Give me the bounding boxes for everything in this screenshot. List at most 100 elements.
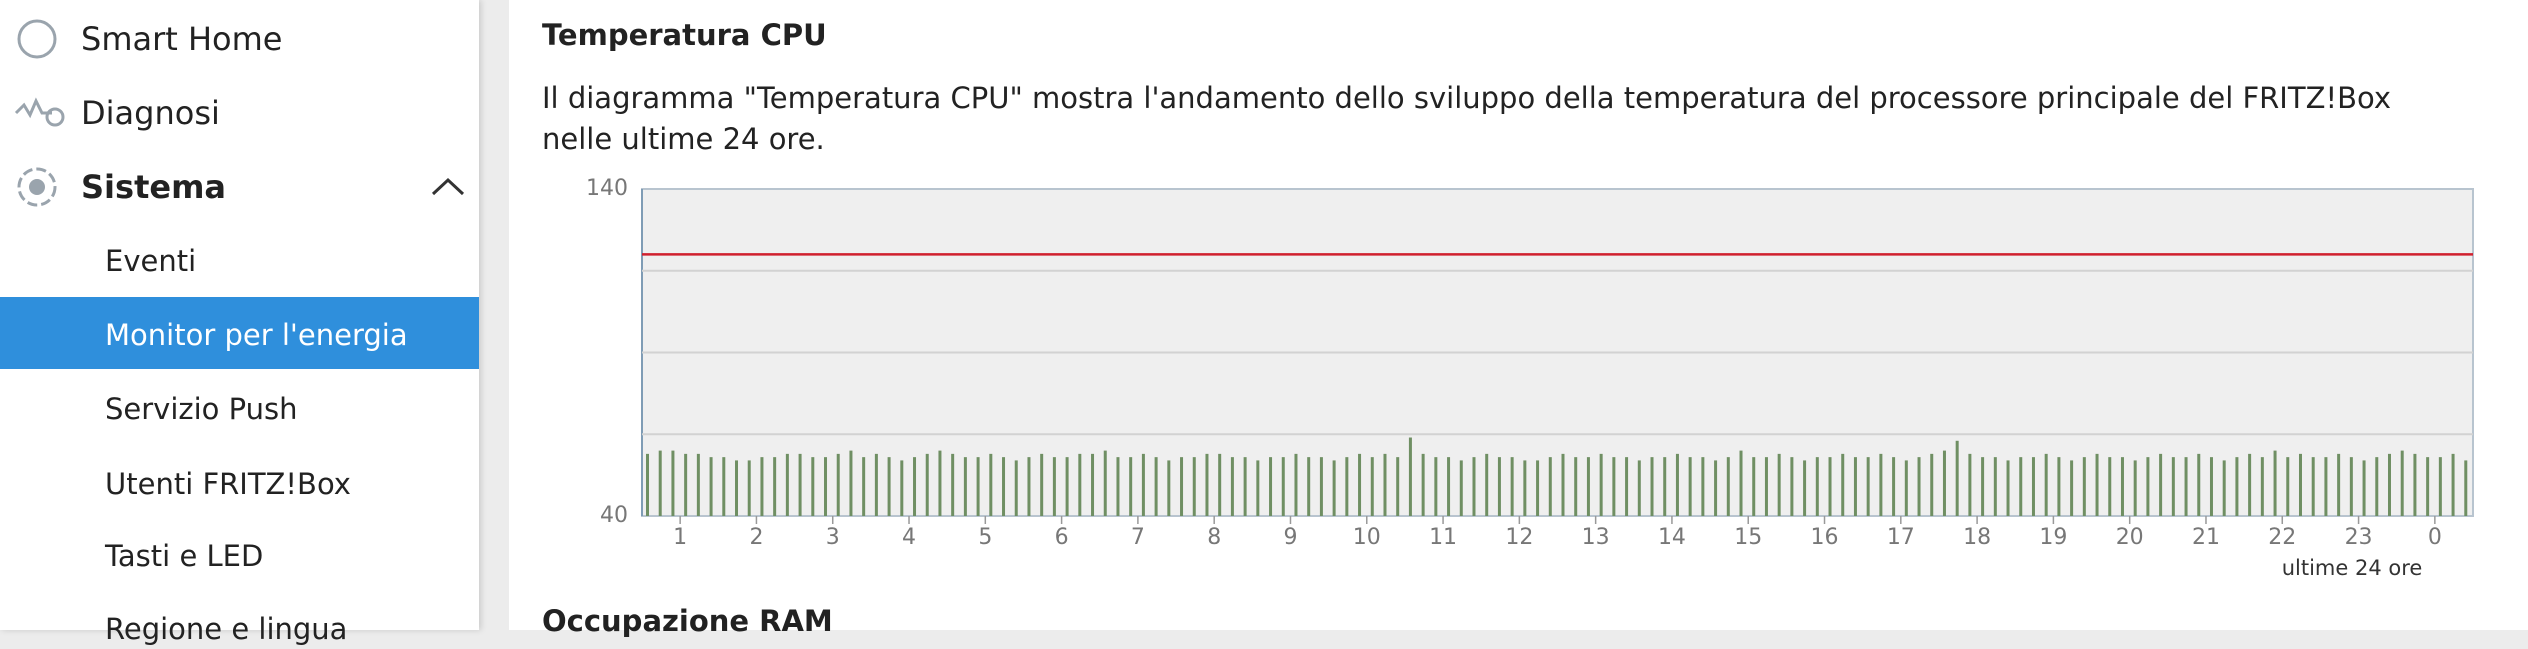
bar (1586, 457, 1590, 516)
bar (2400, 450, 2404, 516)
bar (951, 453, 955, 516)
bar (785, 453, 789, 516)
bar (1167, 460, 1171, 516)
x-tick-label: 2 (749, 525, 763, 550)
bar (1701, 457, 1705, 516)
sidebar: Smart Home Diagnosi Sistema Eventi Monit… (0, 0, 479, 646)
chevron[interactable] (431, 177, 465, 196)
chart-title: Temperatura CPU (542, 18, 827, 52)
bar (2451, 453, 2455, 516)
bar (2273, 450, 2277, 516)
bar (735, 460, 739, 516)
bar (2159, 453, 2163, 516)
bar (1955, 440, 1959, 516)
bar (2171, 457, 2175, 516)
bar (874, 453, 878, 516)
x-tick-label: 14 (1658, 525, 1686, 550)
bar (2235, 457, 2239, 516)
bar (684, 453, 688, 516)
x-tick-label: 7 (1131, 525, 1145, 550)
bar (1561, 453, 1565, 516)
bar (2057, 457, 2061, 516)
bar (2070, 460, 2074, 516)
x-tick-label: 3 (826, 525, 840, 550)
bar (1459, 460, 1463, 516)
bar (747, 460, 751, 516)
nav-subitem[interactable]: Eventi (105, 244, 197, 278)
next-section-title: Occupazione RAM (542, 604, 833, 638)
bar (836, 453, 840, 516)
bar (862, 457, 866, 516)
bar (1536, 460, 1540, 516)
bar (2426, 457, 2430, 516)
bar (1599, 453, 1603, 516)
bar (1497, 457, 1501, 516)
bar (1307, 457, 1311, 516)
bar (1866, 457, 1870, 516)
bar (2108, 457, 2112, 516)
icon (17, 19, 57, 59)
x-tick-label: 17 (1887, 525, 1915, 550)
bar (1078, 453, 1082, 516)
bar (1129, 457, 1133, 516)
bar (1688, 457, 1692, 516)
bar (1777, 453, 1781, 516)
bar (2413, 453, 2417, 516)
bar (989, 453, 993, 516)
bar (1345, 457, 1349, 516)
nav-subitem[interactable]: Monitor per l'energia (105, 318, 408, 352)
nav-item[interactable]: Smart Home (81, 20, 283, 58)
bar (709, 457, 713, 516)
bar (1790, 457, 1794, 516)
bar (1294, 453, 1298, 516)
icon (17, 167, 57, 207)
bar (1853, 457, 1857, 516)
bar (913, 457, 917, 516)
bar (1675, 453, 1679, 516)
nav-item[interactable]: Sistema (81, 168, 226, 206)
bar (1243, 457, 1247, 516)
nav-item[interactable]: Diagnosi (81, 94, 220, 132)
bar (2438, 457, 2442, 516)
bar (1256, 460, 1260, 516)
bar (1154, 457, 1158, 516)
bar (2349, 457, 2353, 516)
x-tick-label: 8 (1207, 525, 1221, 550)
bar (2184, 457, 2188, 516)
bar (1205, 453, 1209, 516)
x-tick-label: 19 (2039, 525, 2067, 550)
bar (1841, 453, 1845, 516)
nav-subitem[interactable]: Utenti FRITZ!Box (105, 467, 351, 501)
bar (1116, 457, 1120, 516)
bar (2133, 460, 2137, 516)
x-tick-label: 18 (1963, 525, 1991, 550)
bar (1904, 460, 1908, 516)
description: Il diagramma "Temperatura CPU" mostra l'… (542, 81, 2391, 156)
bar (2311, 457, 2315, 516)
x-tick-label: 4 (902, 525, 916, 550)
bar (1739, 450, 1743, 516)
x-tick-label: 20 (2116, 525, 2144, 550)
bar (646, 453, 649, 516)
x-tick-label: 6 (1055, 525, 1069, 550)
bar (1408, 437, 1412, 516)
bar (1625, 457, 1629, 516)
bar (1141, 453, 1145, 516)
selected-highlight (0, 297, 479, 369)
icon (14, 97, 52, 119)
bar (2337, 453, 2341, 516)
x-tick-label: 9 (1283, 525, 1297, 550)
bar (1663, 457, 1667, 516)
bar (900, 460, 904, 516)
nav-subitem[interactable]: Tasti e LED (105, 539, 264, 573)
bar (1548, 457, 1552, 516)
nav-subitem[interactable]: Servizio Push (105, 392, 298, 426)
bar (2375, 457, 2379, 516)
x-tick-label: 0 (2428, 525, 2442, 550)
bar (1065, 457, 1069, 516)
bar (658, 450, 662, 516)
bar (811, 457, 815, 516)
bar (1714, 460, 1718, 516)
bar (1815, 457, 1819, 516)
